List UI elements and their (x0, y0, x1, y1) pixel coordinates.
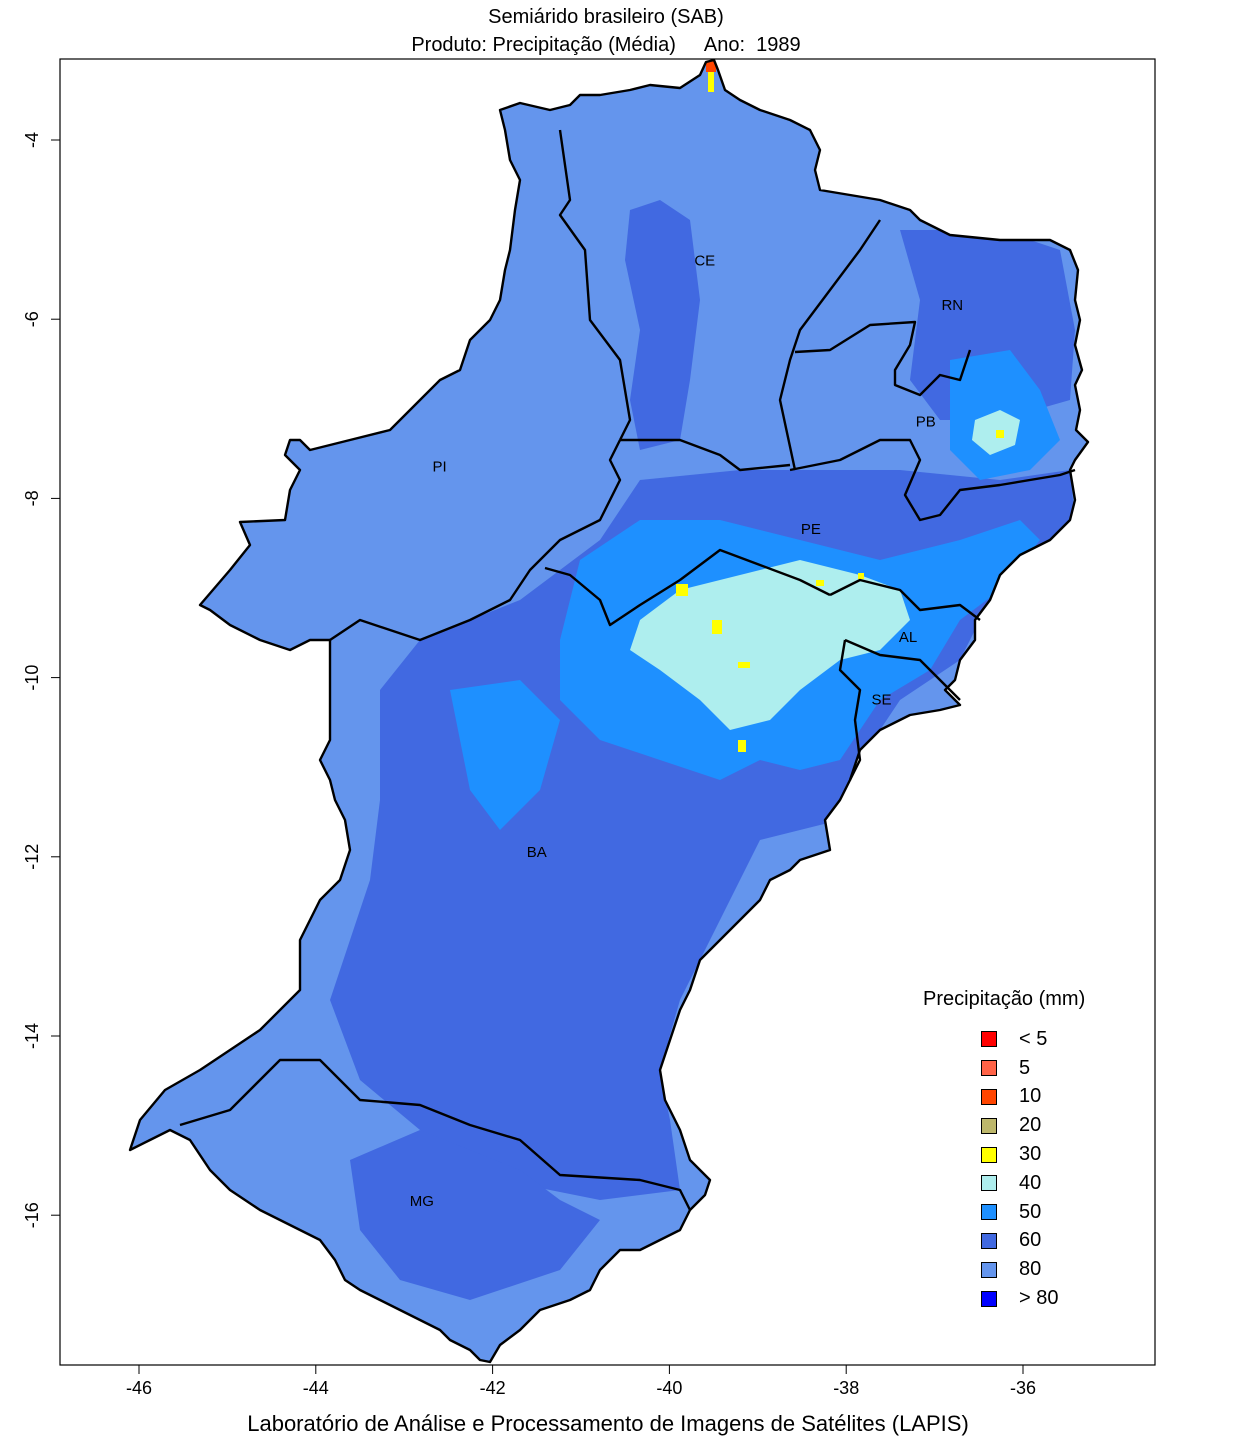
y-tick-label: -12 (22, 844, 42, 870)
zone-60mm-ceara (625, 200, 700, 450)
zone-40mm-central (630, 560, 910, 730)
x-tick-label: -38 (833, 1378, 859, 1398)
legend-swatch (981, 1232, 997, 1249)
legend: Precipitação (mm) < 5 5 10 20 30 40 50 60 80 > 80 (915, 988, 1145, 1313)
legend-swatch (981, 1146, 997, 1163)
state-label-pe: PE (801, 521, 821, 538)
state-label-mg: MG (410, 1193, 434, 1210)
state-borders (128, 58, 1090, 1364)
legend-swatch (981, 1117, 997, 1134)
legend-label: 80 (1019, 1258, 1042, 1281)
legend-item: 50 (915, 1198, 1145, 1227)
legend-item: 60 (915, 1227, 1145, 1256)
legend-item: 5 (915, 1054, 1145, 1083)
border-ba-mg (179, 1058, 692, 1211)
zone-50mm-ba (450, 680, 560, 830)
zone-60mm-rn (900, 230, 1075, 420)
legend-label: 40 (1019, 1171, 1042, 1194)
border-pe-al (829, 578, 981, 621)
legend-swatch (981, 1261, 997, 1278)
legend-item: 10 (915, 1083, 1145, 1112)
map-title: Semiárido brasileiro (SAB) (488, 6, 724, 28)
legend-swatch (981, 1088, 997, 1105)
legend-title: Precipitação (mm) (923, 988, 1086, 1010)
plot-frame (59, 58, 1156, 1366)
legend-item: > 80 (915, 1284, 1145, 1313)
y-tick-label: -16 (22, 1202, 42, 1228)
x-tick-label: -36 (1010, 1378, 1036, 1398)
legend-item: 40 (915, 1169, 1145, 1198)
year-value: 1989 (756, 34, 801, 56)
legend-swatch (981, 1060, 997, 1077)
legend-label: 5 (1019, 1056, 1031, 1079)
border-pb-pe (789, 438, 1076, 522)
state-label-ce: CE (694, 252, 715, 269)
y-tick-label: -6 (22, 311, 42, 327)
state-label-pb: PB (916, 414, 936, 431)
legend-label: 60 (1019, 1229, 1042, 1252)
legend-label: 50 (1019, 1200, 1042, 1223)
product-label: Produto: Precipitação (Média) (411, 34, 676, 56)
state-label-ba: BA (527, 844, 547, 861)
legend-label: < 5 (1019, 1027, 1048, 1050)
legend-swatch (981, 1290, 997, 1307)
x-tick-label: -46 (126, 1378, 152, 1398)
year-label: Ano: (703, 34, 746, 56)
border-rn-pb (794, 320, 972, 397)
legend-swatch (981, 1204, 997, 1221)
axis-ticks (51, 139, 1024, 1374)
state-label-rn: RN (941, 297, 963, 314)
legend-item: 20 (915, 1111, 1145, 1140)
y-tick-label: -14 (22, 1023, 42, 1049)
x-tick-label: -42 (480, 1378, 506, 1398)
border-ce-pi (558, 129, 632, 441)
legend-label: > 80 (1019, 1287, 1059, 1310)
y-tick-label: -8 (22, 490, 42, 506)
state-labels: CE RN PB PI PE AL SE BA MG (410, 252, 963, 1210)
legend-label: 10 (1019, 1085, 1042, 1108)
legend-label: 30 (1019, 1143, 1042, 1166)
x-tick-label: -40 (656, 1378, 682, 1398)
zone-60mm-mg (350, 1130, 600, 1300)
legend-item: < 5 (915, 1025, 1145, 1054)
border-pi-pe-ba (329, 439, 622, 642)
axis-tick-labels: -46 -44 -42 -40 -38 -36 -4 -6 -8 -10 -12 -14 -16 (22, 132, 1036, 1398)
state-label-se: SE (872, 691, 892, 708)
state-label-pi: PI (432, 459, 446, 476)
zone-low-tip (706, 60, 716, 72)
border-ce-rn-pb (778, 219, 881, 471)
y-tick-label: -10 (22, 665, 42, 691)
border-pe-ba (544, 548, 831, 627)
legend-swatch (981, 1031, 997, 1048)
legend-label: 20 (1019, 1114, 1042, 1137)
border-se-ba (838, 639, 862, 781)
border-al-se (844, 638, 961, 701)
zone-30mm-cells (676, 430, 1004, 752)
zone-30mm-tip (708, 72, 714, 92)
legend-item: 80 (915, 1255, 1145, 1284)
y-tick-label: -4 (22, 132, 42, 148)
precipitation-raster (130, 60, 1088, 1362)
border-ce-pe (620, 438, 791, 472)
legend-swatch (981, 1175, 997, 1192)
legend-items: < 5 5 10 20 30 40 50 60 80 > 80 (915, 1025, 1145, 1313)
x-tick-label: -44 (303, 1378, 329, 1398)
map-subtitle: Produto: Precipitação (Média) Ano: 1989 (0, 34, 1212, 57)
footer-credit: Laboratório de Análise e Processamento d… (247, 1411, 969, 1436)
state-label-al: AL (899, 629, 917, 646)
legend-item: 30 (915, 1140, 1145, 1169)
